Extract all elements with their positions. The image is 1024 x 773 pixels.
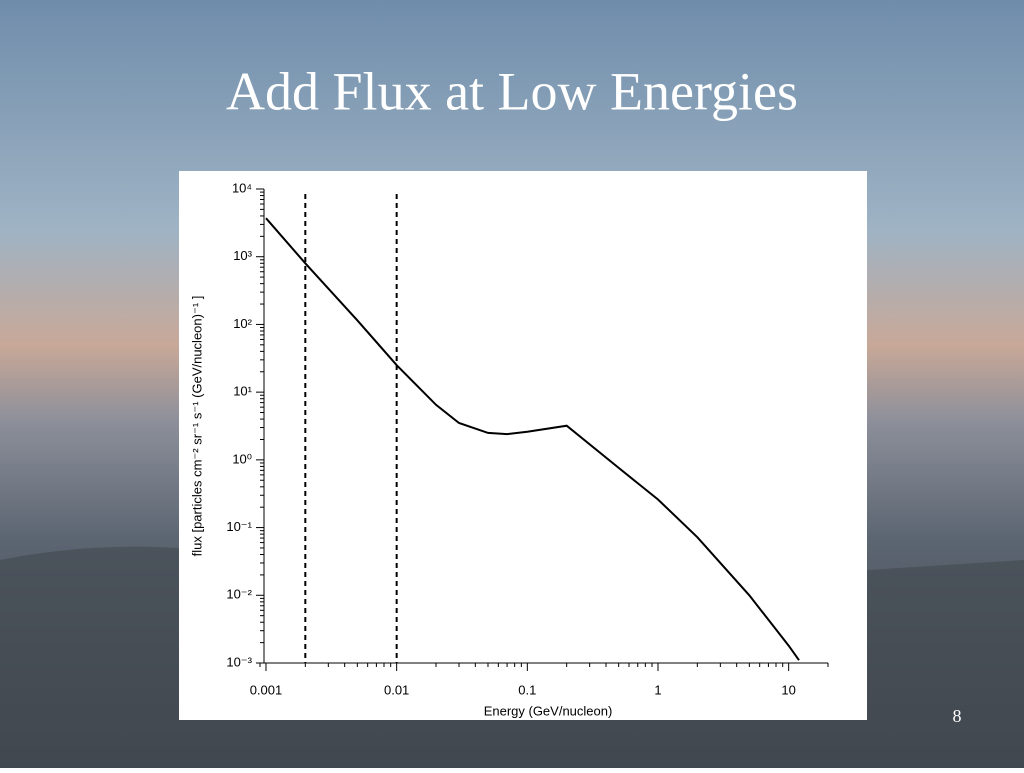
x-tick-label: 10 xyxy=(781,682,795,697)
y-tick-label: 10³ xyxy=(233,248,252,263)
x-tick-label: 1 xyxy=(654,682,661,697)
y-tick-label: 10⁻³ xyxy=(226,654,252,669)
y-tick-label: 10⁴ xyxy=(232,180,252,195)
slide-title: Add Flux at Low Energies xyxy=(226,61,798,121)
x-tick-label: 0.001 xyxy=(250,682,283,697)
y-tick-label: 10⁻² xyxy=(226,587,252,602)
y-axis-label: flux [particles cm⁻² sr⁻¹ s⁻¹ (GeV/nucle… xyxy=(189,296,204,557)
y-tick-label: 10² xyxy=(233,316,252,331)
series-line xyxy=(265,217,800,661)
y-tick-label: 10⁻¹ xyxy=(226,519,252,534)
x-axis-label: Energy (GeV/nucleon) xyxy=(484,703,613,718)
y-tick-label: 10¹ xyxy=(233,384,252,399)
x-tick-label: 0.1 xyxy=(518,682,536,697)
x-tick-label: 0.01 xyxy=(384,682,409,697)
page-number: 8 xyxy=(953,706,962,726)
y-tick-label: 10⁰ xyxy=(232,451,252,466)
chart-area xyxy=(179,171,867,720)
